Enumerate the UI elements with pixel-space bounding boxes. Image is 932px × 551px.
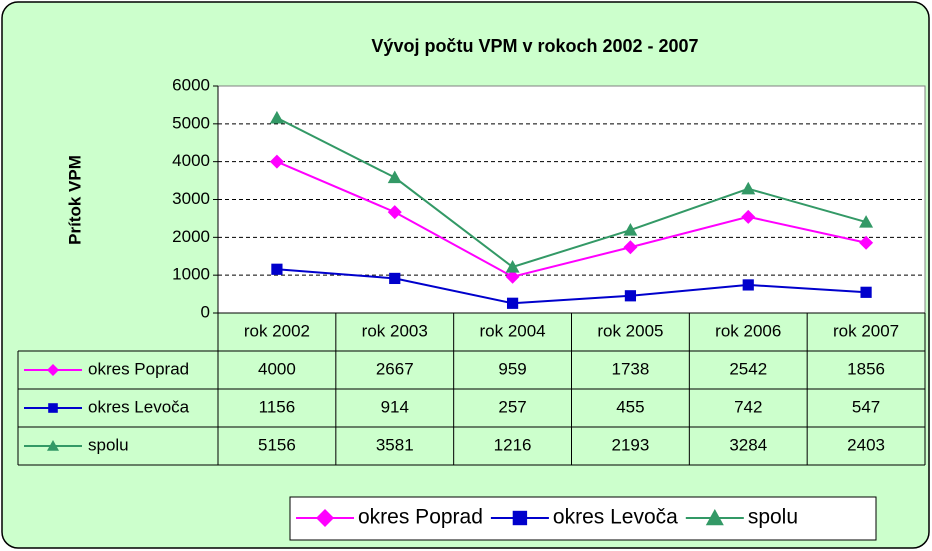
y-tick-label: 1000 xyxy=(172,265,210,284)
table-series-name: okres Poprad xyxy=(88,359,189,378)
series-line xyxy=(276,160,867,278)
legend xyxy=(289,496,877,541)
marker xyxy=(505,269,520,284)
table-series-name: okres Levoča xyxy=(88,397,190,416)
marker xyxy=(623,240,638,255)
marker xyxy=(269,110,284,124)
y-tick-label: 4000 xyxy=(172,151,210,170)
marker xyxy=(859,215,874,228)
table-cell: 455 xyxy=(616,397,644,416)
marker xyxy=(741,181,756,195)
table-cell: 3284 xyxy=(729,435,767,454)
legend-label: okres Poprad xyxy=(358,506,483,529)
table-cell: 547 xyxy=(852,397,880,416)
y-axis-label: Prítok VPM xyxy=(65,155,84,245)
table-cell: 1156 xyxy=(259,397,296,416)
marker xyxy=(387,170,402,184)
x-tick-label: rok 2007 xyxy=(833,321,899,340)
table-cell: 2542 xyxy=(729,359,767,378)
marker xyxy=(316,509,334,527)
table-cell: 742 xyxy=(734,397,762,416)
marker xyxy=(389,272,401,285)
table-cell: 257 xyxy=(498,397,526,416)
marker xyxy=(624,290,637,302)
table-cell: 2193 xyxy=(612,435,650,454)
chart-title: Vývoj počtu VPM v rokoch 2002 - 2007 xyxy=(371,36,698,56)
table-cell: 914 xyxy=(381,397,409,416)
x-tick-label: rok 2005 xyxy=(597,321,663,340)
y-tick-label: 3000 xyxy=(172,189,210,208)
table-cell: 1216 xyxy=(494,435,532,454)
table-cell: 1738 xyxy=(612,359,650,378)
table-cell: 2667 xyxy=(376,359,414,378)
marker xyxy=(505,259,520,273)
x-tick-label: rok 2006 xyxy=(715,321,781,340)
marker xyxy=(860,286,872,298)
marker xyxy=(47,440,59,451)
marker xyxy=(741,209,756,224)
marker xyxy=(742,279,754,291)
marker xyxy=(512,510,528,526)
table-series-name: spolu xyxy=(88,435,129,454)
marker xyxy=(47,364,59,376)
series-line xyxy=(276,268,867,305)
table-cell: 5156 xyxy=(258,435,296,454)
marker xyxy=(48,403,58,413)
x-tick-label: rok 2002 xyxy=(244,321,310,340)
table-cell: 2403 xyxy=(847,435,885,454)
table-cell: 3581 xyxy=(376,435,414,454)
table-cell: 4000 xyxy=(258,359,296,378)
series-line xyxy=(276,117,867,269)
marker xyxy=(269,154,284,169)
marker xyxy=(506,297,519,309)
x-tick-label: rok 2004 xyxy=(479,321,545,340)
y-tick-label: 2000 xyxy=(172,227,210,246)
marker xyxy=(271,263,283,275)
y-tick-label: 5000 xyxy=(172,113,210,132)
y-tick-label: 6000 xyxy=(172,75,210,94)
table-cell: 959 xyxy=(498,359,526,378)
legend-label: spolu xyxy=(748,506,798,529)
table-cell: 1856 xyxy=(847,359,885,378)
y-tick-label: 0 xyxy=(201,302,210,321)
legend-label: okres Levoča xyxy=(553,506,678,529)
marker xyxy=(705,509,724,526)
x-tick-label: rok 2003 xyxy=(362,321,428,340)
marker xyxy=(387,205,402,220)
marker xyxy=(859,235,874,250)
marker xyxy=(623,223,638,236)
